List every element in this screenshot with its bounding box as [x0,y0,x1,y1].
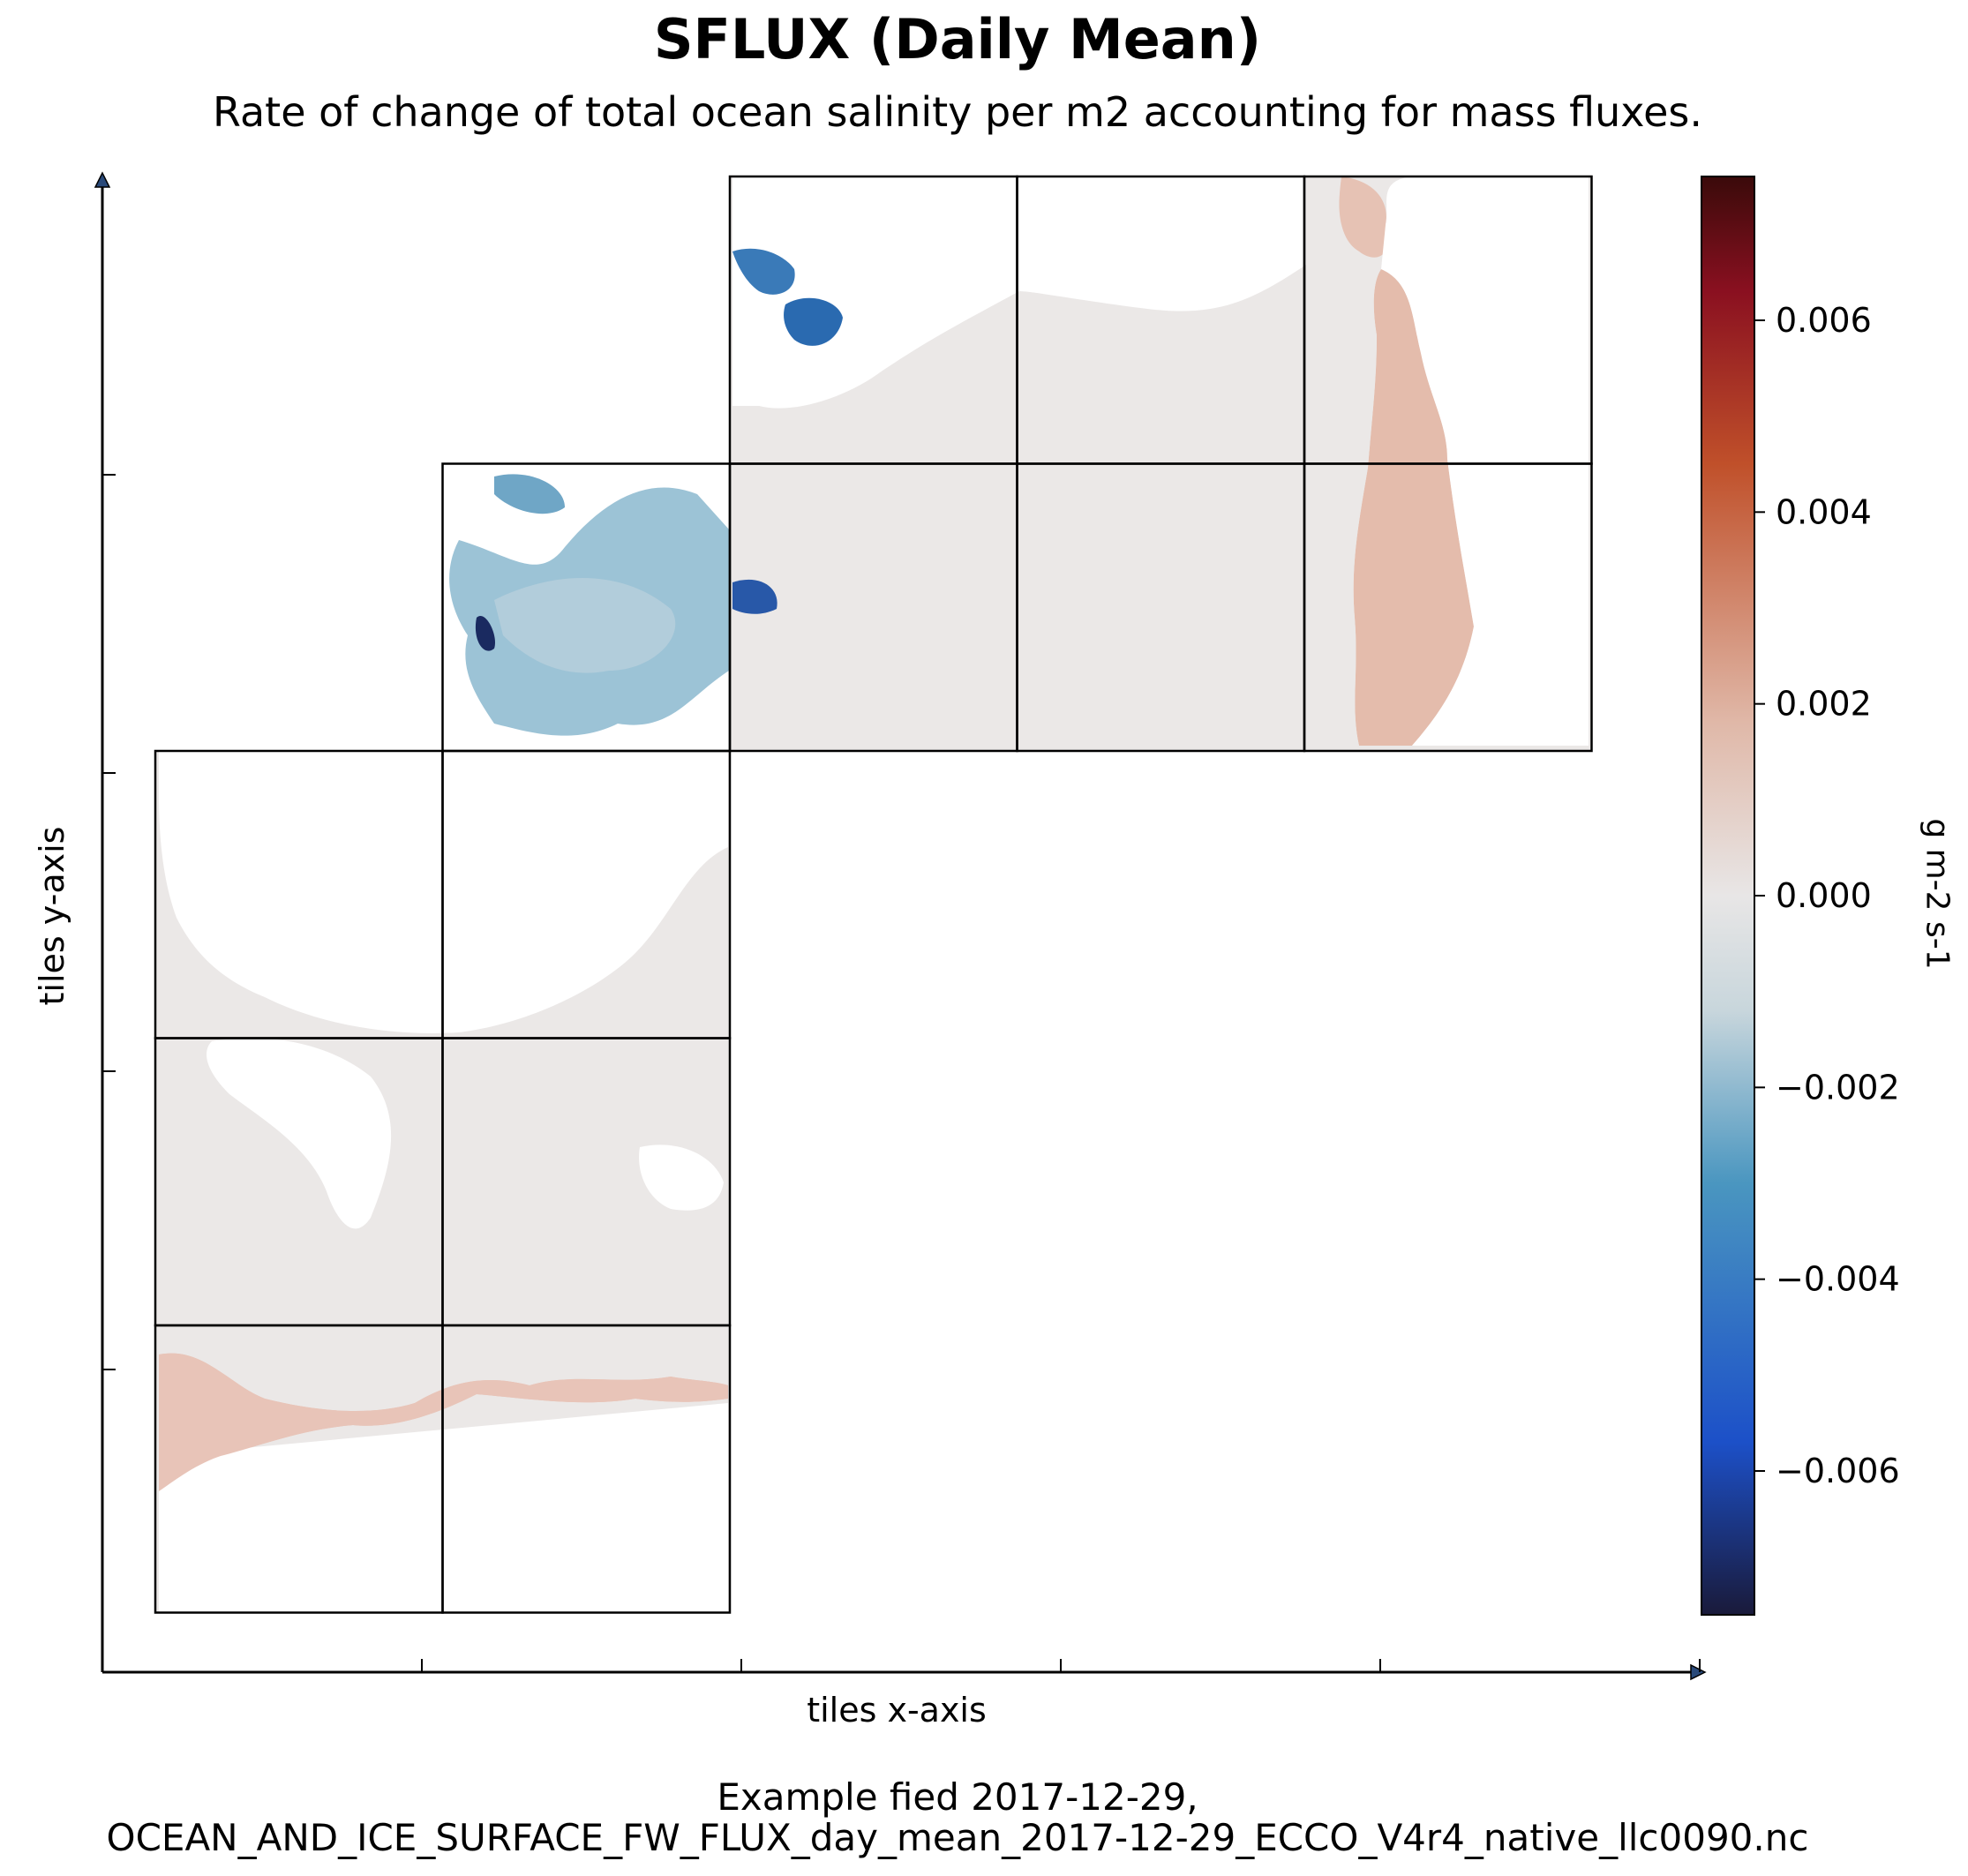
tile-bg-5 [1017,463,1304,751]
colorbar-ticks: 0.006 0.004 0.002 0.000 −0.002 −0.004 −0.006 [1754,301,1900,1490]
africa-land [207,1038,392,1229]
hudson-blue-top [732,248,795,295]
colorbar-tick-label-2: 0.002 [1776,685,1872,724]
southern-ocean-band-top [159,1353,728,1491]
colorbar-label: g m-2 s-1 [1919,818,1956,970]
y-ticks [102,474,116,1370]
arctic-dark-spot [475,616,495,651]
footer-line-1: Example fied 2017-12-29, [717,1775,1198,1819]
colorbar-tick-label-1: 0.004 [1776,492,1872,531]
colorbar-tick-label-3: 0.000 [1776,876,1872,915]
footer-line-2: OCEAN_AND_ICE_SURFACE_FW_FLUX_day_mean_2… [106,1816,1809,1859]
x-axis-arrow-icon [1690,1663,1707,1681]
x-ticks [421,1659,1701,1672]
arctic-blue-patch [494,474,565,514]
colorbar-tick-label-5: −0.004 [1776,1260,1900,1299]
tile-outline-12 [441,1324,732,1614]
bering-blue [732,579,777,614]
tile-outline-6 [1303,462,1593,753]
hudson-bay-blue-top [784,297,843,346]
x-axis-label: tiles x-axis [807,1691,987,1730]
tile-bg-4 [730,463,1018,751]
chart-subtitle: Rate of change of total ocean salinity p… [213,88,1702,136]
map-features [159,176,1589,1615]
colorbar: 0.006 0.004 0.002 0.000 −0.002 −0.004 −0.006 [1701,176,1900,1616]
axes [94,171,1707,1681]
colorbar-gradient [1701,176,1755,1616]
colorbar-tick-label-0: 0.006 [1776,301,1872,340]
y-axis-arrow-icon [94,171,111,188]
right-land [1381,176,1589,746]
right-ocean-left [1306,176,1381,746]
colorbar-tick-label-6: −0.006 [1776,1452,1900,1490]
pacific-land-top [1019,176,1306,311]
north-america-land [732,176,1019,409]
tile-outlines [154,175,1593,1614]
colorbar-tick-label-4: −0.002 [1776,1068,1900,1107]
salmon-strip [1353,269,1474,746]
arctic-inner [494,578,676,673]
salmon-strip-top [1339,176,1388,258]
chart-title: SFLUX (Daily Mean) [653,7,1262,71]
australia-land [639,1144,724,1211]
y-axis-label: tiles y-axis [33,826,71,1006]
